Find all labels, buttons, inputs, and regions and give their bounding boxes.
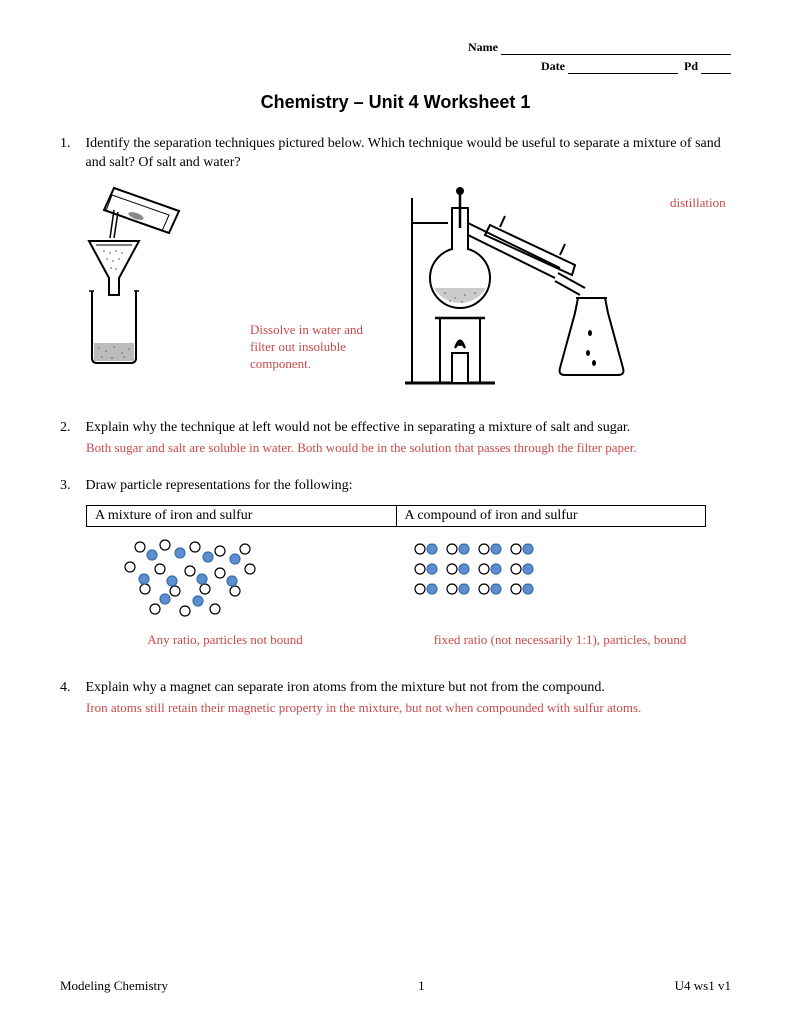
compound-caption: fixed ratio (not necessarily 1:1), parti… bbox=[410, 632, 710, 649]
question-1: 1. Identify the separation techniques pi… bbox=[60, 135, 731, 173]
q2-number: 2. bbox=[60, 419, 82, 438]
name-field[interactable] bbox=[501, 54, 731, 55]
filtration-caption: Dissolve in water and filter out insolub… bbox=[250, 322, 380, 373]
mixture-caption: Any ratio, particles not bound bbox=[110, 632, 340, 649]
q4-text: Explain why a magnet can separate iron a… bbox=[86, 679, 729, 698]
name-label: Name bbox=[468, 40, 498, 54]
worksheet-title: Chemistry – Unit 4 Worksheet 1 bbox=[60, 92, 731, 113]
distillation-caption: distillation bbox=[670, 195, 750, 212]
q3-number: 3. bbox=[60, 477, 82, 496]
q4-number: 4. bbox=[60, 679, 82, 698]
distillation-diagram bbox=[400, 183, 650, 393]
compound-particles bbox=[410, 539, 550, 604]
pd-label: Pd bbox=[684, 59, 698, 73]
footer-right: U4 ws1 v1 bbox=[675, 978, 731, 994]
filtration-diagram bbox=[84, 183, 234, 373]
pd-field[interactable] bbox=[701, 73, 731, 74]
date-label: Date bbox=[541, 59, 565, 73]
footer-left: Modeling Chemistry bbox=[60, 978, 168, 994]
q2-answer: Both sugar and salt are soluble in water… bbox=[86, 440, 731, 457]
q4-answer: Iron atoms still retain their magnetic p… bbox=[86, 700, 731, 717]
q2-text: Explain why the technique at left would … bbox=[86, 419, 729, 438]
date-field[interactable] bbox=[568, 73, 678, 74]
question-3: 3. Draw particle representations for the… bbox=[60, 477, 731, 496]
question-4: 4. Explain why a magnet can separate iro… bbox=[60, 679, 731, 717]
q3-text: Draw particle representations for the fo… bbox=[86, 477, 729, 496]
particle-table: A mixture of iron and sulfur A compound … bbox=[86, 505, 706, 527]
q1-text: Identify the separation techniques pictu… bbox=[86, 135, 729, 173]
question-2: 2. Explain why the technique at left wou… bbox=[60, 419, 731, 457]
footer-center: 1 bbox=[418, 978, 425, 994]
q1-number: 1. bbox=[60, 135, 82, 154]
particle-col1: A mixture of iron and sulfur bbox=[87, 506, 397, 527]
mixture-particles bbox=[120, 539, 270, 624]
footer: Modeling Chemistry 1 U4 ws1 v1 bbox=[60, 978, 731, 994]
particle-col2: A compound of iron and sulfur bbox=[396, 506, 706, 527]
